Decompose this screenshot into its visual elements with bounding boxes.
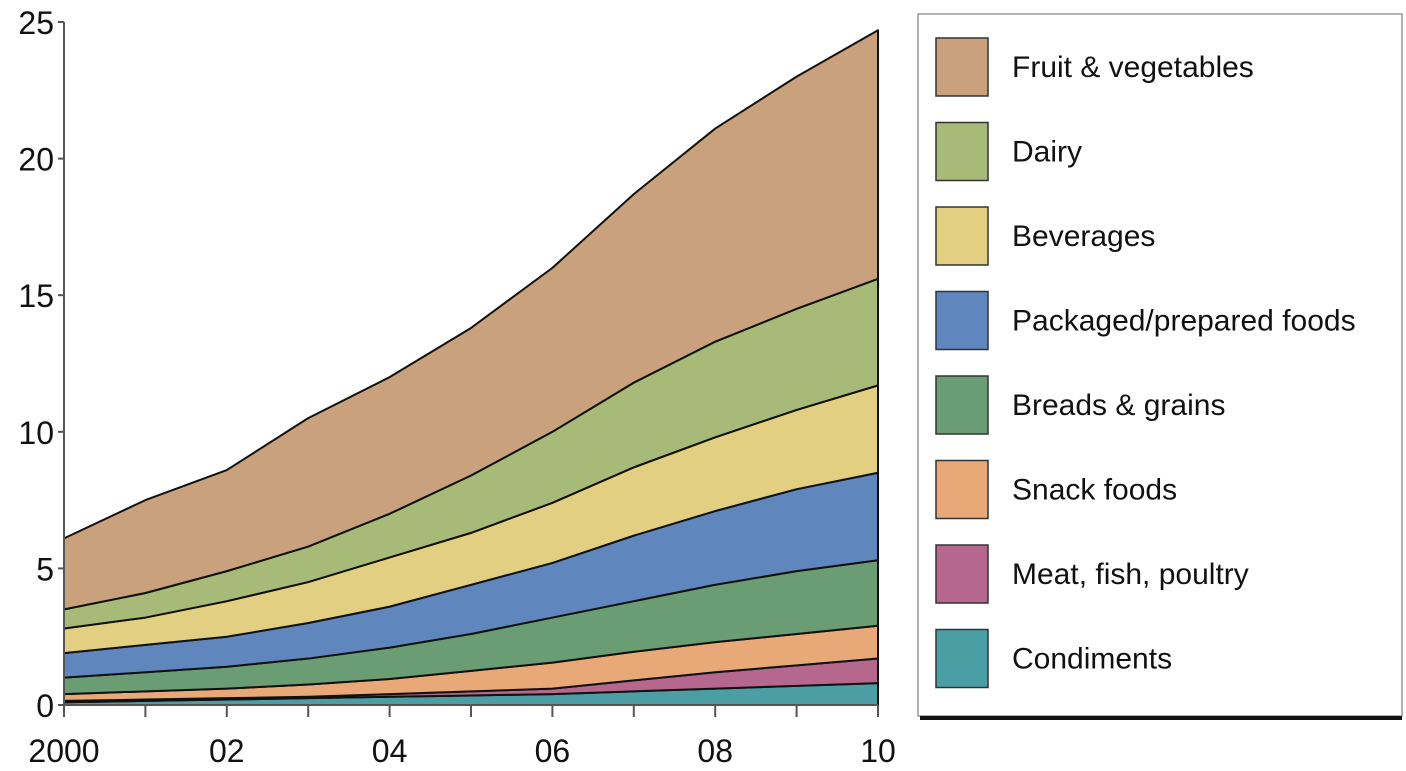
legend-label: Beverages — [1012, 220, 1155, 253]
legend-swatch — [935, 628, 989, 689]
x-tick-label: 06 — [535, 733, 571, 769]
legend: Fruit & vegetables Dairy Beverages Packaged… — [917, 13, 1403, 720]
x-tick-label: 10 — [860, 733, 896, 769]
legend-label: Breads & grains — [1012, 389, 1225, 422]
legend-swatch — [935, 544, 989, 604]
legend-label: Dairy — [1012, 136, 1082, 169]
x-tick-label: 2000 — [28, 733, 99, 769]
y-tick-label: 20 — [18, 142, 54, 178]
legend-label: Fruit & vegetables — [1012, 51, 1254, 84]
x-axis: 2000 02 04 06 08 10 — [28, 704, 896, 769]
x-tick-label: 04 — [372, 733, 408, 769]
y-tick-label: 0 — [36, 688, 54, 724]
x-tick-label: 08 — [697, 733, 733, 769]
legend-label: Condiments — [1012, 643, 1172, 676]
legend-swatch — [935, 375, 989, 435]
legend-label: Packaged/prepared foods — [1012, 305, 1356, 338]
legend-label: Snack foods — [1012, 474, 1177, 507]
legend-swatch — [935, 206, 989, 266]
legend-label: Meat, fish, poultry — [1012, 558, 1249, 591]
legend-swatch — [935, 37, 989, 97]
x-tick-label: 02 — [209, 733, 245, 769]
legend-swatch — [935, 121, 989, 182]
y-tick-label: 25 — [18, 5, 54, 41]
y-tick-label: 10 — [18, 415, 54, 451]
y-tick-label: 15 — [18, 278, 54, 314]
area-layers — [63, 29, 879, 706]
y-tick-label: 5 — [36, 551, 54, 587]
area-series-7 — [63, 29, 879, 611]
legend-box — [917, 13, 1403, 717]
legend-swatch — [935, 459, 989, 520]
y-axis: 0 5 10 15 20 25 — [18, 5, 65, 724]
legend-swatch — [935, 290, 989, 351]
